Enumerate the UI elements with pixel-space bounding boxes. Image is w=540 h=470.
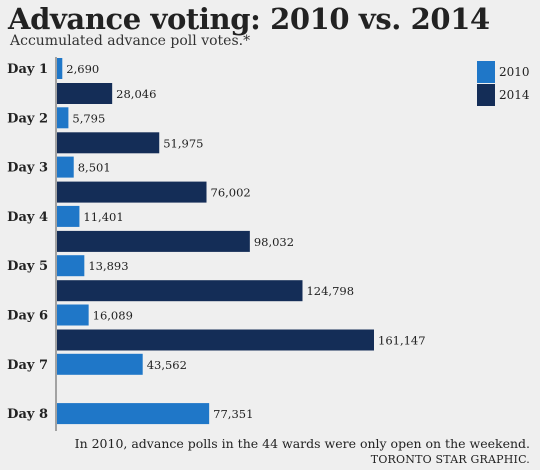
bar-2010-day-1 xyxy=(57,58,63,79)
legend-swatch-2014 xyxy=(477,84,495,106)
bar-2010-day-3 xyxy=(57,156,74,178)
bar-2014-day-2 xyxy=(57,132,160,154)
value-label-2014-day-3: 76,002 xyxy=(211,186,251,200)
category-label-3: Day 3 xyxy=(7,161,48,176)
category-label-8: Day 8 xyxy=(7,407,48,422)
category-label-6: Day 6 xyxy=(7,309,48,324)
bar-2010-day-6 xyxy=(57,304,89,326)
bar-2010-day-2 xyxy=(57,107,69,129)
value-label-2014-day-2: 51,975 xyxy=(163,136,203,150)
chart-subtitle: Accumulated advance poll votes.* xyxy=(10,33,251,49)
value-label-2014-day-5: 124,798 xyxy=(306,284,354,298)
category-label-5: Day 5 xyxy=(7,259,48,274)
bar-2010-day-5 xyxy=(57,255,85,277)
category-label-2: Day 2 xyxy=(7,111,48,126)
bar-2010-day-4 xyxy=(57,205,80,227)
bar-2014-day-4 xyxy=(57,230,250,252)
bar-2010-day-7 xyxy=(57,353,143,375)
category-label-4: Day 4 xyxy=(7,210,48,225)
bar-2014-day-6 xyxy=(57,329,374,351)
value-label-2010-day-4: 11,401 xyxy=(83,210,123,224)
legend-swatch-2010 xyxy=(477,61,495,83)
bar-2010-day-8 xyxy=(57,403,210,425)
bar-2014-day-3 xyxy=(57,181,207,203)
category-label-7: Day 7 xyxy=(7,358,48,373)
value-label-2010-day-8: 77,351 xyxy=(213,407,253,421)
legend-item-2010: 2010 xyxy=(477,61,540,85)
legend-item-2014: 2014 xyxy=(477,84,540,108)
value-label-2010-day-6: 16,089 xyxy=(93,309,133,323)
value-label-2010-day-7: 43,562 xyxy=(147,358,187,372)
value-label-2014-day-1: 28,046 xyxy=(116,87,156,101)
value-label-2014-day-6: 161,147 xyxy=(378,334,426,348)
chart-title: Advance voting: 2010 vs. 2014 xyxy=(8,2,490,36)
legend-label-2010: 2010 xyxy=(499,65,530,79)
value-label-2010-day-2: 5,795 xyxy=(72,111,105,125)
legend-label-2014: 2014 xyxy=(499,88,530,102)
bar-2014-day-5 xyxy=(57,280,303,302)
footnote: In 2010, advance polls in the 44 wards w… xyxy=(74,436,530,451)
source-credit: TORONTO STAR GRAPHIC. xyxy=(370,453,530,466)
value-label-2010-day-5: 13,893 xyxy=(88,259,128,273)
value-label-2010-day-1: 2,690 xyxy=(66,62,99,76)
category-label-1: Day 1 xyxy=(7,62,48,77)
bar-2014-day-1 xyxy=(57,83,113,104)
value-label-2010-day-3: 8,501 xyxy=(78,161,111,175)
value-label-2014-day-4: 98,032 xyxy=(254,235,294,249)
